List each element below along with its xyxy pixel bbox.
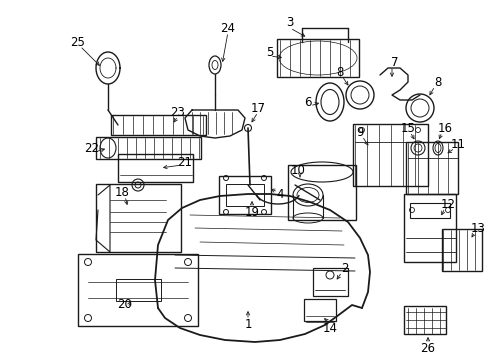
Text: 7: 7 xyxy=(390,55,398,68)
Text: 1: 1 xyxy=(244,319,251,332)
Bar xyxy=(287,165,355,220)
Bar xyxy=(405,142,457,194)
Bar xyxy=(403,306,445,334)
Bar xyxy=(110,115,205,135)
Bar xyxy=(115,279,160,301)
Bar xyxy=(95,184,180,252)
Text: 2: 2 xyxy=(341,261,348,274)
Text: 10: 10 xyxy=(290,163,305,176)
Text: 8: 8 xyxy=(433,76,441,89)
Bar xyxy=(403,194,455,262)
Bar xyxy=(304,299,335,321)
Text: 9: 9 xyxy=(356,126,363,139)
Text: 3: 3 xyxy=(286,15,293,28)
Bar xyxy=(409,202,449,217)
Bar xyxy=(441,229,481,271)
Text: 22: 22 xyxy=(84,141,99,154)
Text: 4: 4 xyxy=(276,189,283,202)
Text: 5: 5 xyxy=(266,45,273,58)
Text: 8: 8 xyxy=(336,66,343,78)
Bar xyxy=(219,176,270,214)
Text: 26: 26 xyxy=(420,342,435,355)
Text: 24: 24 xyxy=(220,22,235,35)
Text: 23: 23 xyxy=(170,105,185,118)
Bar xyxy=(276,39,358,77)
Text: 11: 11 xyxy=(449,139,465,152)
Text: 15: 15 xyxy=(400,122,415,135)
Text: 25: 25 xyxy=(70,36,85,49)
Text: 19: 19 xyxy=(244,206,259,219)
Text: 17: 17 xyxy=(250,102,265,114)
Text: 21: 21 xyxy=(177,156,192,168)
Text: 6: 6 xyxy=(304,95,311,108)
Bar xyxy=(117,154,192,182)
Text: 12: 12 xyxy=(440,198,454,211)
Text: 20: 20 xyxy=(117,298,132,311)
Text: 16: 16 xyxy=(437,122,451,135)
Text: 13: 13 xyxy=(469,221,485,234)
Bar xyxy=(95,137,200,159)
Text: 14: 14 xyxy=(322,321,337,334)
Bar xyxy=(312,268,347,296)
Bar xyxy=(352,124,427,186)
Text: 18: 18 xyxy=(114,185,129,198)
Bar xyxy=(225,184,264,206)
Bar xyxy=(78,254,198,326)
